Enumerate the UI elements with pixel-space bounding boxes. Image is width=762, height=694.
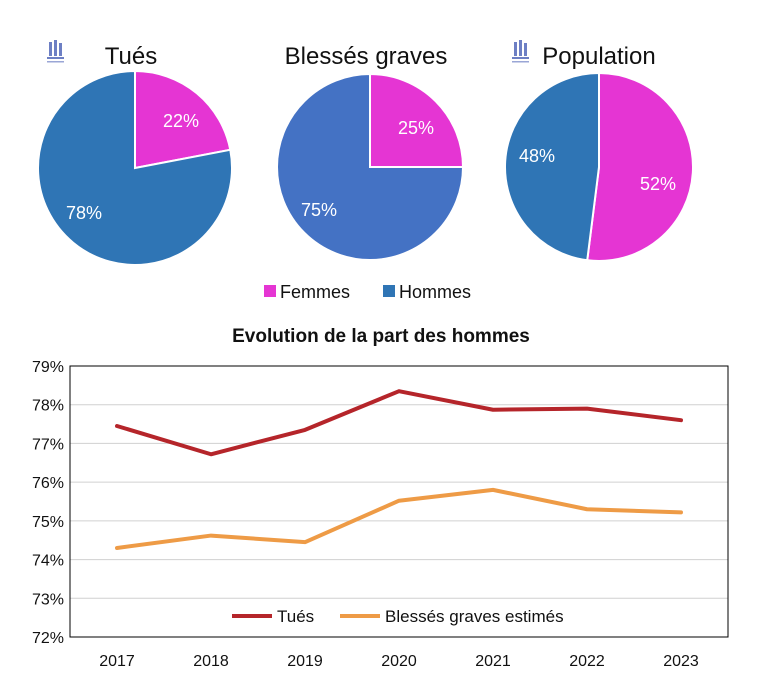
x-tick-label: 2023 [663, 653, 699, 670]
plot-border [69, 365, 729, 638]
y-tick-label: 79% [32, 359, 64, 376]
y-tick-label: 75% [32, 514, 64, 531]
pie-value-label-hommes: 78% [66, 203, 102, 223]
y-tick-label: 74% [32, 553, 64, 570]
series-line-tues [115, 389, 683, 457]
pie-title: Population [542, 43, 655, 70]
pie-value-label-hommes: 75% [301, 200, 337, 220]
pie-legend: Femmes Hommes [264, 282, 471, 302]
x-tick-label: 2017 [99, 653, 135, 670]
x-tick-label: 2019 [287, 653, 323, 670]
legend-swatch-hommes [383, 285, 395, 297]
pie-slice-femmes [369, 72, 465, 168]
x-tick-label: 2022 [569, 653, 605, 670]
y-tick-label: 78% [32, 398, 64, 415]
pie-title: Blessés graves [285, 43, 448, 70]
y-tick-label: 72% [32, 630, 64, 647]
pie-slice-hommes [37, 69, 233, 266]
y-tick-label: 76% [32, 475, 64, 492]
pie-slice-hommes [504, 71, 600, 262]
line-chart-title: Evolution de la part des hommes [232, 326, 530, 347]
pie-slice-femmes [134, 69, 232, 170]
legend-label-femmes: Femmes [280, 282, 350, 302]
logo-building-icon [47, 40, 64, 63]
pie-slice-hommes [276, 72, 465, 261]
x-tick-label: 2020 [381, 653, 417, 670]
y-tick-label: 77% [32, 436, 64, 453]
line-chart: Evolution de la part des hommes 72% 73% 74… [32, 326, 729, 670]
pie-population: Population 52% 48% [504, 40, 694, 262]
line-legend-label-tues: Tués [277, 607, 314, 626]
line-legend-label-blesses: Blessés graves estimés [385, 607, 564, 626]
pie-tues: Tués 22% 78% [37, 40, 233, 266]
pie-value-label-femmes: 25% [398, 118, 434, 138]
logo-building-icon [512, 40, 529, 63]
x-tick-label: 2018 [193, 653, 229, 670]
line-legend: Tués Blessés graves estimés [232, 607, 564, 626]
pie-title: Tués [105, 43, 157, 70]
y-tick-label: 73% [32, 591, 64, 608]
pie-value-label-femmes: 22% [163, 111, 199, 131]
pie-slice-femmes [586, 71, 694, 262]
legend-swatch-femmes [264, 285, 276, 297]
legend-label-hommes: Hommes [399, 282, 471, 302]
x-tick-label: 2021 [475, 653, 511, 670]
series-line-blesses [115, 487, 683, 550]
pie-blesses-graves: Blessés graves 25% 75% [276, 43, 465, 261]
pie-value-label-hommes: 48% [519, 146, 555, 166]
pie-value-label-femmes: 52% [640, 174, 676, 194]
